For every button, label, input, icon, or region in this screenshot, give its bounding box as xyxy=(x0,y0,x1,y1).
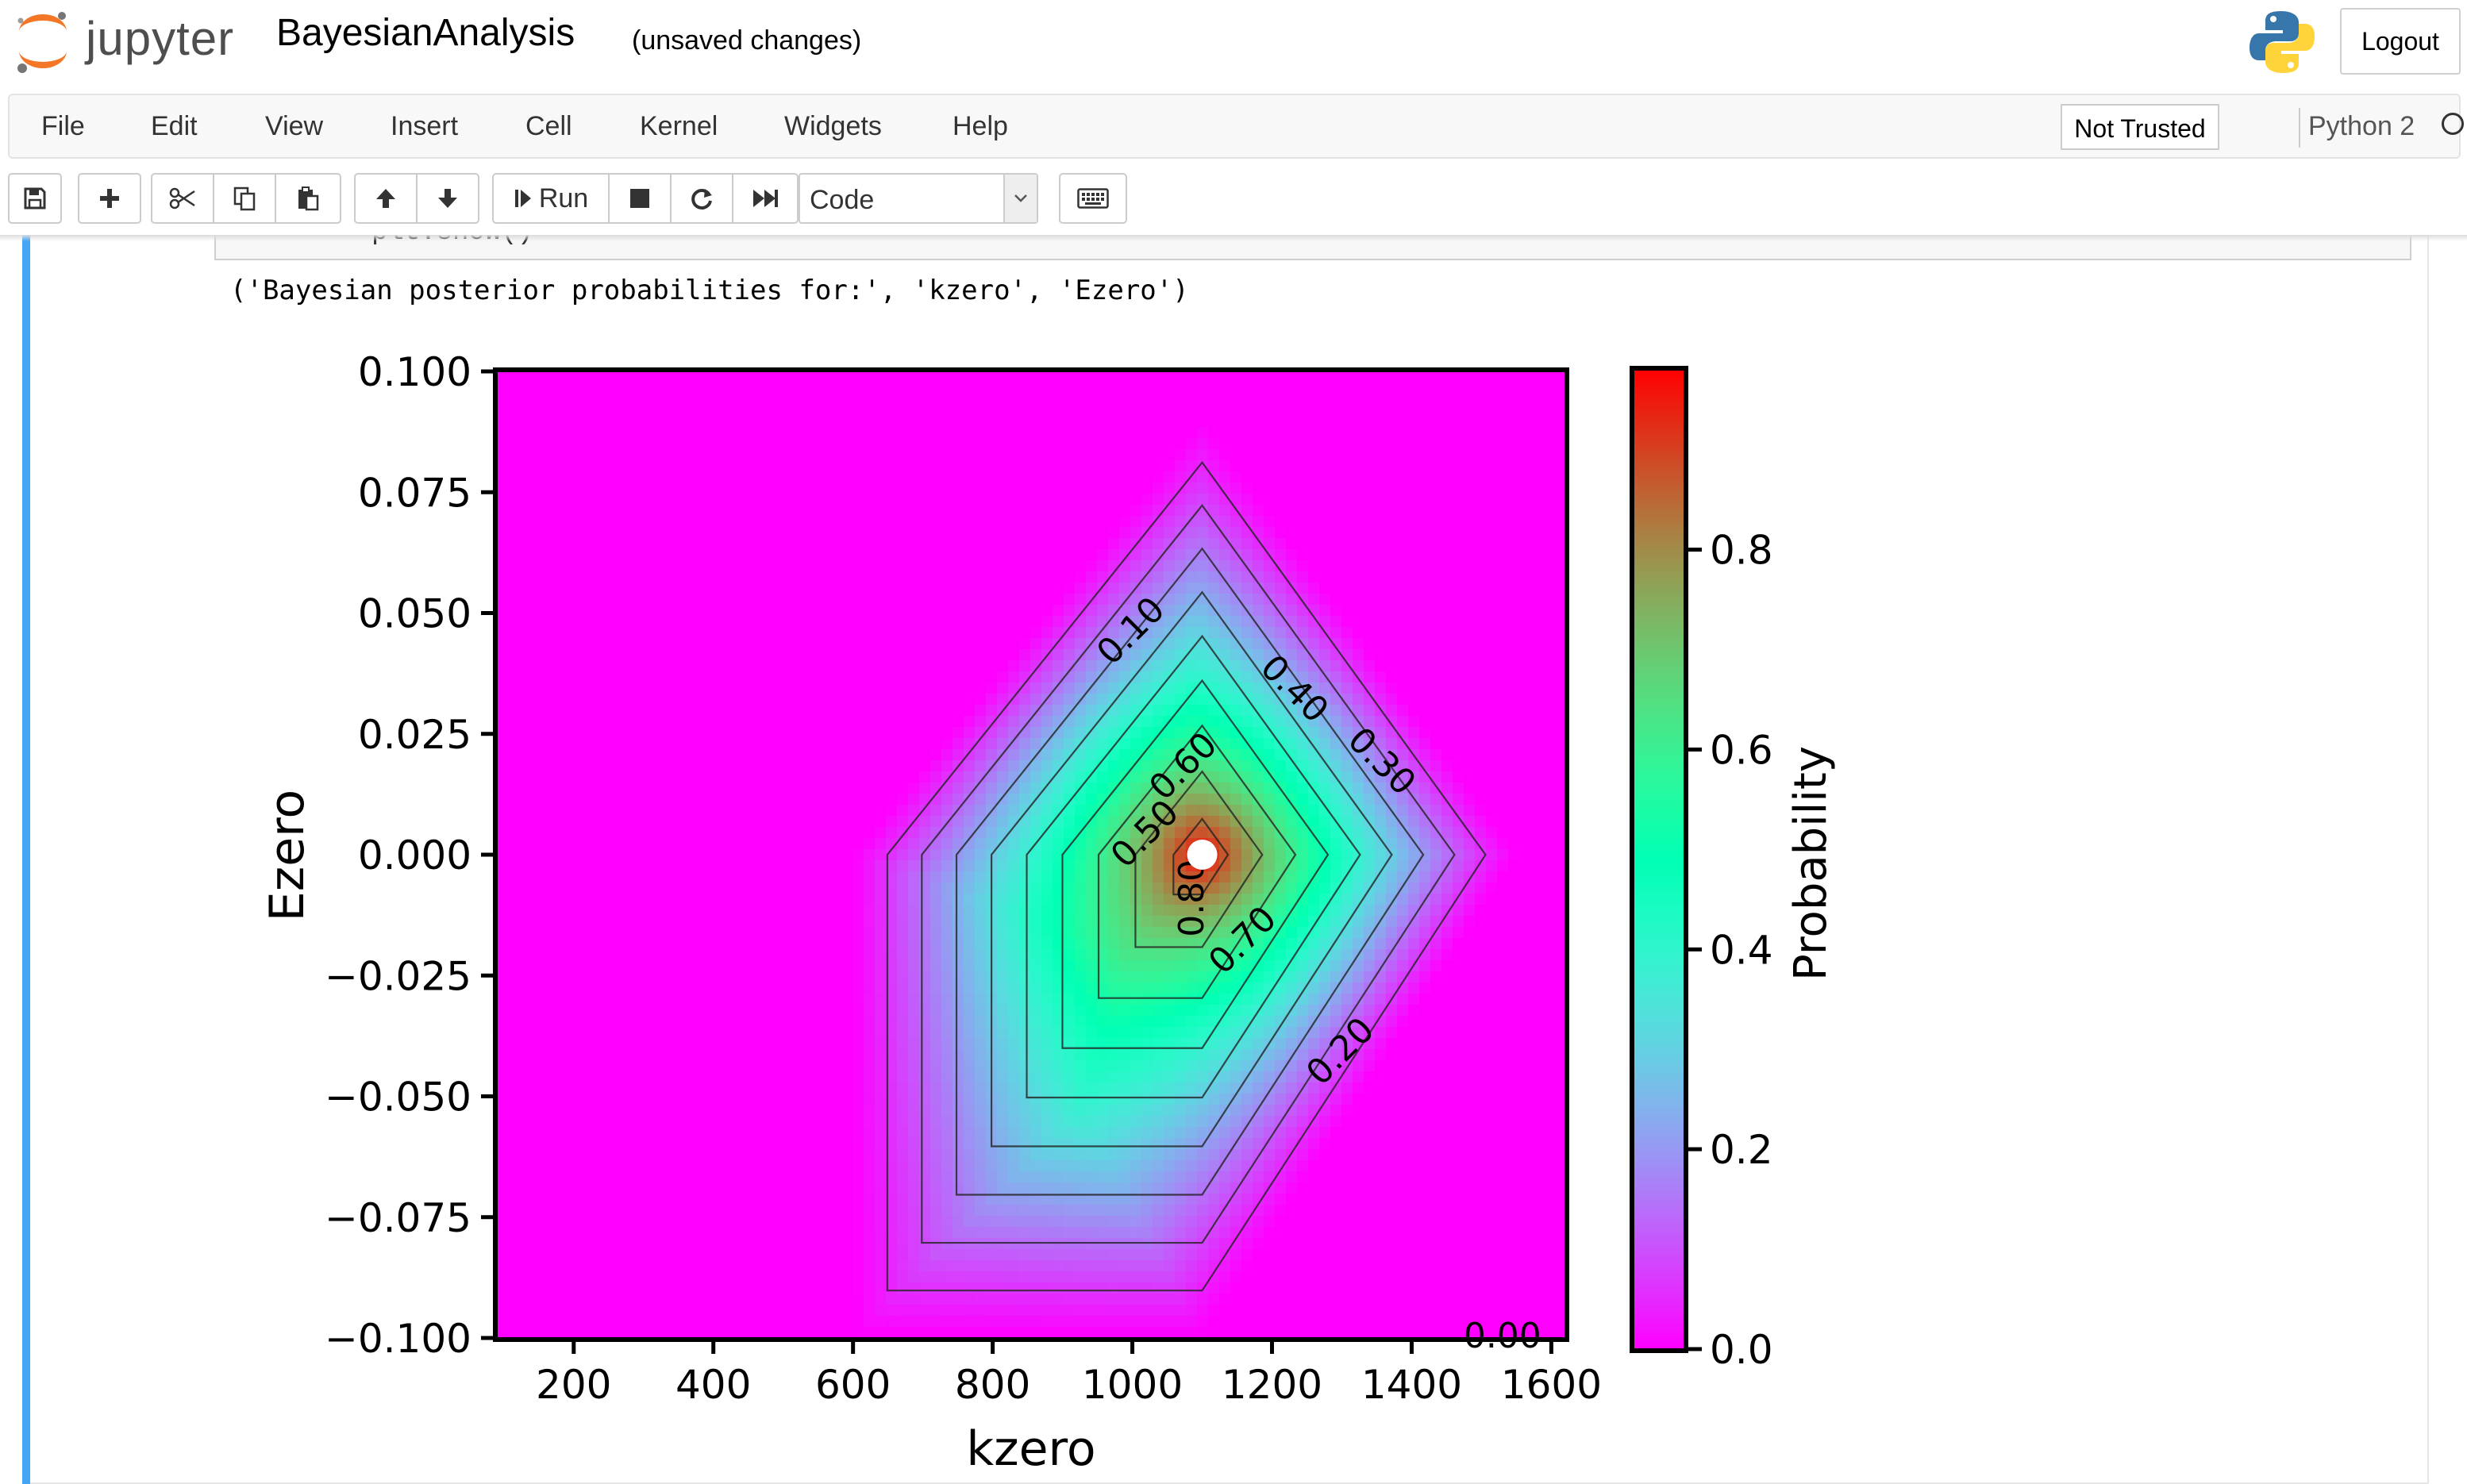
y-tick-label: −0.075 xyxy=(325,1195,471,1241)
contour-line xyxy=(886,460,1487,1292)
plus-icon xyxy=(100,189,119,208)
y-tick-label: −0.100 xyxy=(325,1316,471,1362)
scissors-icon xyxy=(169,187,195,210)
kernel-divider xyxy=(2299,108,2300,148)
menu-cell[interactable]: Cell xyxy=(525,111,572,141)
move-up-button[interactable] xyxy=(354,173,418,224)
y-tick-label: −0.025 xyxy=(325,953,471,999)
not-trusted-button[interactable]: Not Trusted xyxy=(2061,104,2219,150)
x-tick-label: 1200 xyxy=(1222,1362,1322,1408)
cell-type-select[interactable]: Code xyxy=(799,173,1038,224)
y-tick-label: 0.000 xyxy=(358,832,471,878)
copy-icon xyxy=(233,186,256,211)
colorbar-tick-label: 0.2 xyxy=(1710,1127,1773,1173)
logo-text: jupyter xyxy=(86,12,235,65)
x-tick-label: 600 xyxy=(815,1362,891,1408)
x-tick-label: 200 xyxy=(536,1362,611,1408)
stop-icon xyxy=(630,189,649,208)
run-button[interactable]: Run xyxy=(492,173,610,224)
chevron-down-icon xyxy=(1003,175,1037,222)
colorbar-frame xyxy=(1630,366,1688,1353)
colorbar xyxy=(1634,370,1684,1349)
contour-line xyxy=(990,590,1393,1148)
peak-marker xyxy=(1187,840,1218,870)
x-tick-label: 1000 xyxy=(1082,1362,1183,1408)
restart-button[interactable] xyxy=(670,173,733,224)
contour-line xyxy=(921,504,1456,1244)
python-logo-icon xyxy=(2248,8,2316,76)
header-shadow xyxy=(0,235,2467,241)
move-down-button[interactable] xyxy=(416,173,479,224)
colorbar-label: Probability xyxy=(1785,746,1837,981)
colorbar-tick-label: 0.4 xyxy=(1710,927,1773,973)
cell-output-text: ('Bayesian posterior probabilities for:'… xyxy=(230,275,1189,306)
save-status: (unsaved changes) xyxy=(632,25,862,56)
kernel-idle-icon xyxy=(2442,113,2464,135)
kernel-name[interactable]: Python 2 xyxy=(2308,111,2415,141)
contour-lines xyxy=(886,460,1487,1292)
menubar: File Edit View Insert Cell Kernel Widget… xyxy=(8,94,2464,159)
plot-frame xyxy=(493,367,1569,1342)
toolbar: Run Code xyxy=(0,168,2467,229)
jupyter-logo-icon xyxy=(17,12,67,73)
y-tick-label: 0.025 xyxy=(358,712,471,758)
contour-line xyxy=(1172,817,1230,896)
cell-selection-bar xyxy=(22,235,30,1484)
keyboard-icon xyxy=(1077,188,1109,209)
contour-line xyxy=(1061,679,1330,1049)
notebook-title[interactable]: BayesianAnalysis xyxy=(276,12,575,54)
x-tick-label: 1600 xyxy=(1501,1362,1602,1408)
x-tick-label: 800 xyxy=(955,1362,1030,1408)
menu-help[interactable]: Help xyxy=(953,111,1008,141)
insert-cell-button[interactable] xyxy=(78,173,141,224)
restart-run-all-button[interactable] xyxy=(732,173,799,224)
posterior-plot: 0.100.400.300.600.500.800.700.200.00 200… xyxy=(260,354,1837,1477)
colorbar-tick-label: 0.6 xyxy=(1710,727,1773,773)
axis-ticks: 200 400 600 800 1000 1200 1400 1600 0.100 0.075 0.… xyxy=(325,354,1602,1408)
copy-button[interactable] xyxy=(213,173,276,224)
jupyter-logo[interactable]: jupyter xyxy=(11,5,249,76)
cell-type-value: Code xyxy=(810,185,875,215)
header: jupyter BayesianAnalysis (unsaved change… xyxy=(0,0,2467,89)
fast-forward-icon xyxy=(753,190,778,207)
save-button[interactable] xyxy=(8,173,62,224)
contour-line xyxy=(1134,770,1264,948)
y-tick-label: 0.075 xyxy=(358,470,471,516)
colorbar-ticks: 0.0 0.2 0.4 0.6 0.8 xyxy=(1688,528,1773,1373)
save-icon xyxy=(24,187,46,210)
contour-line xyxy=(1097,724,1297,999)
arrow-down-icon xyxy=(438,189,457,208)
step-forward-icon xyxy=(514,190,531,207)
menu-kernel[interactable]: Kernel xyxy=(640,111,718,141)
menu-insert[interactable]: Insert xyxy=(391,111,459,141)
contour-line xyxy=(955,547,1425,1196)
contour-label: 0.00 xyxy=(1464,1316,1541,1356)
contour-label: 0.80 xyxy=(1172,859,1212,937)
y-tick-label: −0.050 xyxy=(325,1075,471,1121)
paste-button[interactable] xyxy=(275,173,341,224)
heatmap-image xyxy=(497,371,1565,1338)
colorbar-tick-label: 0.8 xyxy=(1710,528,1773,574)
x-tick-label: 1400 xyxy=(1361,1362,1462,1408)
arrow-up-icon xyxy=(376,189,395,208)
command-palette-button[interactable] xyxy=(1059,173,1127,224)
contour-line xyxy=(1026,634,1361,1099)
menu-file[interactable]: File xyxy=(41,111,85,141)
cut-button[interactable] xyxy=(151,173,214,224)
restart-icon xyxy=(691,189,712,210)
y-axis-label: Ezero xyxy=(260,790,315,921)
menu-view[interactable]: View xyxy=(265,111,324,141)
y-tick-label: 0.100 xyxy=(358,354,471,395)
logout-button[interactable]: Logout xyxy=(2340,8,2461,75)
interrupt-button[interactable] xyxy=(608,173,672,224)
x-tick-label: 400 xyxy=(675,1362,751,1408)
y-tick-label: 0.050 xyxy=(358,591,471,637)
menu-widgets[interactable]: Widgets xyxy=(784,111,882,141)
run-label: Run xyxy=(538,183,589,213)
paste-icon xyxy=(298,186,319,211)
x-axis-label: kzero xyxy=(966,1421,1095,1477)
menu-edit[interactable]: Edit xyxy=(151,111,198,141)
notebook-area[interactable]: plt.show() ('Bayesian posterior probabil… xyxy=(0,235,2467,1484)
colorbar-tick-label: 0.0 xyxy=(1710,1327,1773,1373)
